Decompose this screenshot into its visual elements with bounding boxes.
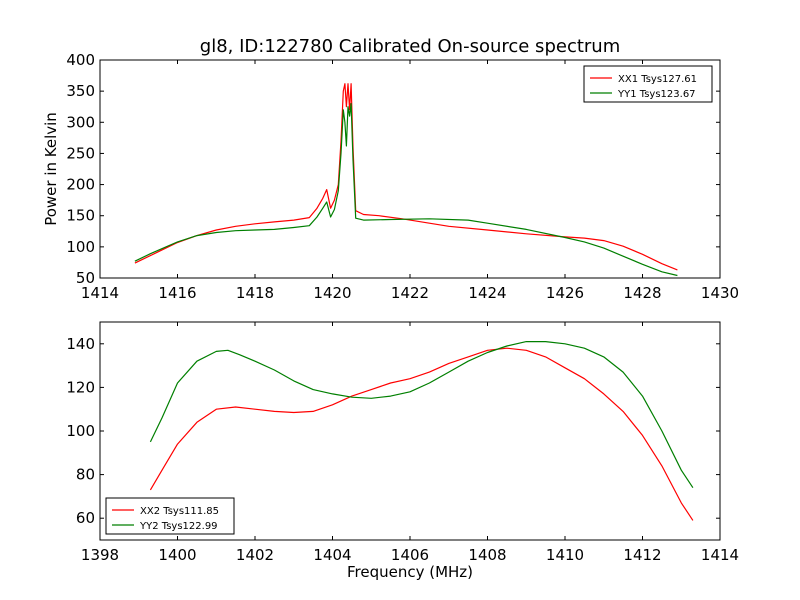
x-tick-label: 1404 bbox=[313, 546, 351, 564]
legend-box-0 bbox=[583, 65, 713, 103]
x-tick-label: 1418 bbox=[236, 284, 274, 302]
legend-entry: XX1 Tsys127.61 bbox=[618, 74, 697, 85]
y-tick-label: 120 bbox=[66, 378, 95, 396]
x-tick-label: 1430 bbox=[701, 284, 739, 302]
y-tick-label: 80 bbox=[76, 466, 95, 484]
x-tick-label: 1414 bbox=[81, 284, 119, 302]
legend-box-1 bbox=[105, 497, 235, 535]
top-panel: 1414 1416 1418 1420 1422 1424 1426 1428 1430 50 10… bbox=[42, 51, 739, 302]
x-tick-label: 1410 bbox=[546, 546, 584, 564]
x-tick-label: 1426 bbox=[546, 284, 584, 302]
legend-entry: YY2 Tsys122.99 bbox=[139, 521, 218, 532]
series-line-1-0 bbox=[149, 347, 694, 521]
x-tick-label: 1428 bbox=[623, 284, 661, 302]
y-tick-label: 100 bbox=[66, 238, 95, 256]
x-tick-label: 1416 bbox=[158, 284, 196, 302]
x-tick-label: 1422 bbox=[391, 284, 429, 302]
x-tick-label: 1406 bbox=[391, 546, 429, 564]
x-tick-label: 1400 bbox=[158, 546, 196, 564]
y-tick-label: 300 bbox=[66, 113, 95, 131]
y-tick-label: 400 bbox=[66, 51, 95, 69]
legend-entry: YY1 Tsys123.67 bbox=[617, 89, 696, 100]
y-tick-label: 140 bbox=[66, 335, 95, 353]
x-tick-label: 1402 bbox=[236, 546, 274, 564]
x-tick-label: 1424 bbox=[468, 284, 506, 302]
x-tick-label: 1420 bbox=[313, 284, 351, 302]
y-tick-label: 50 bbox=[76, 269, 95, 287]
y-tick-label: 350 bbox=[66, 82, 95, 100]
y-tick-label: 250 bbox=[66, 144, 95, 162]
series-line-1-1 bbox=[149, 341, 694, 489]
x-axis-title: Frequency (MHz) bbox=[347, 563, 473, 581]
y-axis-title: Power in Kelvin bbox=[42, 112, 60, 226]
y-tick-label: 60 bbox=[76, 509, 95, 527]
chart-title: gl8, ID:122780 Calibrated On-source spec… bbox=[200, 36, 620, 57]
bottom-panel: 1398 1400 1402 1404 1406 1408 1410 1412 1414 60 80… bbox=[66, 321, 739, 581]
series-line-0-0 bbox=[134, 83, 678, 271]
y-tick-label: 200 bbox=[66, 176, 95, 194]
legend-entry: XX2 Tsys111.85 bbox=[140, 506, 219, 517]
y-tick-label: 150 bbox=[66, 207, 95, 225]
y-tick-label: 100 bbox=[66, 422, 95, 440]
series-line-0-1 bbox=[134, 103, 678, 277]
x-tick-label: 1408 bbox=[468, 546, 506, 564]
x-tick-label: 1398 bbox=[81, 546, 119, 564]
x-tick-label: 1412 bbox=[623, 546, 661, 564]
x-tick-label: 1414 bbox=[701, 546, 739, 564]
